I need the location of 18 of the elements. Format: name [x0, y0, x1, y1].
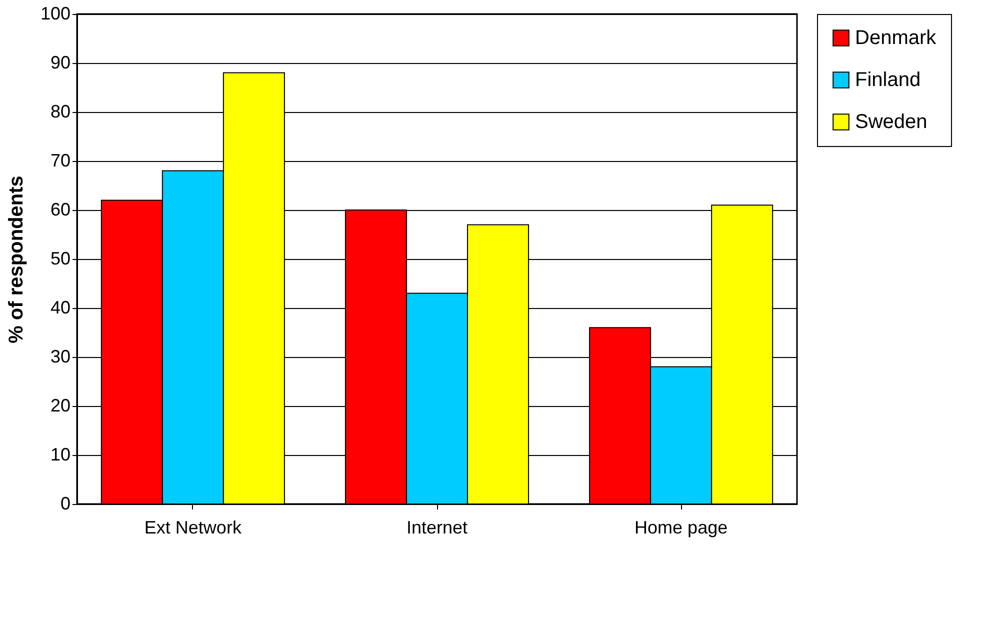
y-tick-label: 50	[50, 248, 70, 268]
y-tick-label: 20	[50, 396, 70, 416]
y-tick-label: 10	[50, 444, 70, 464]
y-axis-title: % of respondents	[5, 176, 28, 344]
y-tick-label: 70	[50, 150, 70, 170]
y-tick-label: 30	[50, 346, 70, 366]
legend-label: Denmark	[855, 27, 938, 49]
y-tick-label: 0	[60, 494, 70, 514]
y-tick-label: 40	[50, 298, 70, 318]
legend-label: Sweden	[855, 111, 928, 133]
y-tick-label: 80	[50, 102, 70, 122]
legend-label: Finland	[855, 69, 921, 91]
y-tick-label: 60	[50, 200, 70, 220]
y-tick-label: 100	[40, 4, 70, 24]
y-tick-label: 90	[50, 52, 70, 72]
x-tick-label: Ext Network	[144, 518, 242, 538]
x-tick-label: Internet	[406, 518, 468, 538]
x-tick-label: Home page	[634, 518, 728, 538]
